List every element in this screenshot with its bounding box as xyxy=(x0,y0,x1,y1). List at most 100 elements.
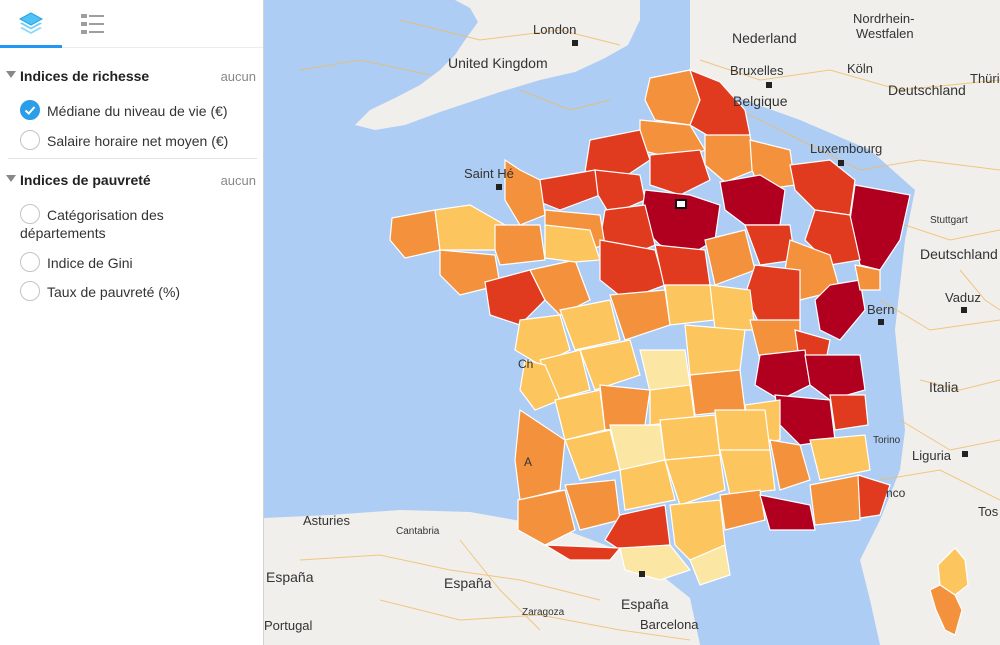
section-richesse: Indices de richesse aucun Médiane du niv… xyxy=(0,64,264,154)
department[interactable] xyxy=(544,544,622,561)
collapse-triangle-icon[interactable] xyxy=(6,71,16,78)
layer-panel: Indices de richesse aucun Médiane du niv… xyxy=(0,0,264,645)
layer-item-gini[interactable]: Indice de Gini xyxy=(0,252,260,274)
department[interactable] xyxy=(689,544,731,586)
label-espana-east: España xyxy=(621,596,669,612)
continent-land-north xyxy=(690,0,1000,645)
department[interactable] xyxy=(544,224,601,263)
label-bruxelles: Bruxelles xyxy=(730,63,784,78)
department[interactable] xyxy=(719,489,766,531)
label-deutschland-south: Deutschland xyxy=(920,246,998,262)
department[interactable] xyxy=(664,454,726,506)
label-nordrhein: Nordrhein- xyxy=(853,11,914,26)
department[interactable] xyxy=(854,264,881,291)
label-toscana-partial: Tos xyxy=(978,504,999,519)
layer-label: Indice de Gini xyxy=(47,255,133,271)
section-header[interactable]: Indices de richesse aucun xyxy=(0,64,264,88)
legend-list-icon xyxy=(81,14,104,34)
radio-unchecked[interactable] xyxy=(20,281,40,301)
label-vaduz: Vaduz xyxy=(945,290,981,305)
radio-unchecked[interactable] xyxy=(20,130,40,150)
department[interactable] xyxy=(829,394,869,431)
deselect-all-link[interactable]: aucun xyxy=(220,69,256,84)
department[interactable] xyxy=(709,284,756,331)
tab-legend[interactable] xyxy=(62,0,124,48)
department[interactable] xyxy=(619,459,676,511)
deselect-all-link[interactable]: aucun xyxy=(220,173,256,188)
department[interactable] xyxy=(579,339,641,391)
collapse-triangle-icon[interactable] xyxy=(6,175,16,182)
department[interactable] xyxy=(599,384,651,431)
department[interactable] xyxy=(684,324,746,376)
label-portugal: Portugal xyxy=(264,618,313,633)
radio-unchecked[interactable] xyxy=(20,252,40,272)
department[interactable] xyxy=(519,359,561,411)
department[interactable] xyxy=(517,489,576,546)
panel-tabs xyxy=(0,0,263,48)
continent-land-west xyxy=(264,510,700,645)
label-luxembourg: Luxembourg xyxy=(810,141,882,156)
department[interactable] xyxy=(809,434,871,481)
label-zaragoza: Zaragoza xyxy=(522,607,565,618)
label-westfalen: Westfalen xyxy=(856,26,914,41)
radio-checked[interactable] xyxy=(20,100,40,120)
map-view[interactable]: London Nederland Nordrhein- Westfalen Un… xyxy=(264,0,1000,645)
layer-label: Taux de pauvreté (%) xyxy=(47,284,181,300)
layer-item-categorisation[interactable]: Catégorisation des départements xyxy=(0,204,260,244)
department[interactable] xyxy=(759,494,816,531)
layer-label: Catégorisation des départements xyxy=(20,207,164,241)
label-koln: Köln xyxy=(847,61,873,76)
department[interactable] xyxy=(659,414,721,461)
department[interactable] xyxy=(714,409,771,456)
department[interactable] xyxy=(857,474,891,519)
label-saint-helier: Saint Hé xyxy=(464,166,514,181)
department[interactable] xyxy=(494,224,546,266)
department[interactable] xyxy=(689,369,746,416)
department[interactable] xyxy=(619,544,692,581)
label-partial-ch: Ch xyxy=(518,357,533,371)
layer-label: Salaire horaire net moyen (€) xyxy=(47,133,229,149)
label-belgique: Belgique xyxy=(733,93,788,109)
department[interactable] xyxy=(484,269,546,326)
road-network xyxy=(299,19,1000,641)
department[interactable] xyxy=(704,134,756,183)
department[interactable] xyxy=(584,129,651,181)
label-london: London xyxy=(533,22,576,37)
section-title: Indices de pauvreté xyxy=(20,172,151,188)
label-cantabria: Cantabria xyxy=(396,526,440,537)
label-united-kingdom: United Kingdom xyxy=(448,55,548,71)
department[interactable] xyxy=(559,299,621,351)
checkmark-icon xyxy=(24,106,36,115)
department[interactable] xyxy=(719,449,776,496)
great-britain xyxy=(264,0,640,130)
map-canvas[interactable]: London Nederland Nordrhein- Westfalen Un… xyxy=(264,0,1000,645)
layer-item-taux-pauvrete[interactable]: Taux de pauvreté (%) xyxy=(0,281,260,303)
label-espana-west: España xyxy=(266,569,314,585)
department[interactable] xyxy=(769,439,811,491)
radio-unchecked[interactable] xyxy=(20,204,40,224)
section-header[interactable]: Indices de pauvreté aucun xyxy=(0,168,264,192)
department[interactable] xyxy=(809,474,861,526)
department[interactable] xyxy=(389,209,441,259)
label-asturies: Asturies xyxy=(303,513,350,528)
label-thuringen: Thüri xyxy=(970,71,1000,86)
department[interactable] xyxy=(644,69,701,126)
department[interactable] xyxy=(649,149,711,196)
layer-label: Médiane du niveau de vie (€) xyxy=(47,103,228,119)
label-bern: Bern xyxy=(867,302,894,317)
department[interactable] xyxy=(664,284,716,326)
department[interactable] xyxy=(654,244,711,291)
tab-layers[interactable] xyxy=(0,0,62,48)
label-monaco-partial: nco xyxy=(886,486,906,500)
layers-icon xyxy=(18,11,44,34)
paris-marker-icon[interactable] xyxy=(675,199,687,209)
layer-item-salaire[interactable]: Salaire horaire net moyen (€) xyxy=(0,130,260,152)
layer-item-mediane[interactable]: Médiane du niveau de vie (€) xyxy=(0,100,260,122)
department[interactable] xyxy=(754,349,811,401)
france-departments[interactable] xyxy=(389,68,969,636)
map-labels: London Nederland Nordrhein- Westfalen Un… xyxy=(264,11,1000,633)
label-partial-a: A xyxy=(524,455,532,469)
section-pauvrete: Indices de pauvreté aucun Catégorisation… xyxy=(0,168,264,308)
department[interactable] xyxy=(929,584,963,636)
label-italia: Italia xyxy=(929,379,959,395)
